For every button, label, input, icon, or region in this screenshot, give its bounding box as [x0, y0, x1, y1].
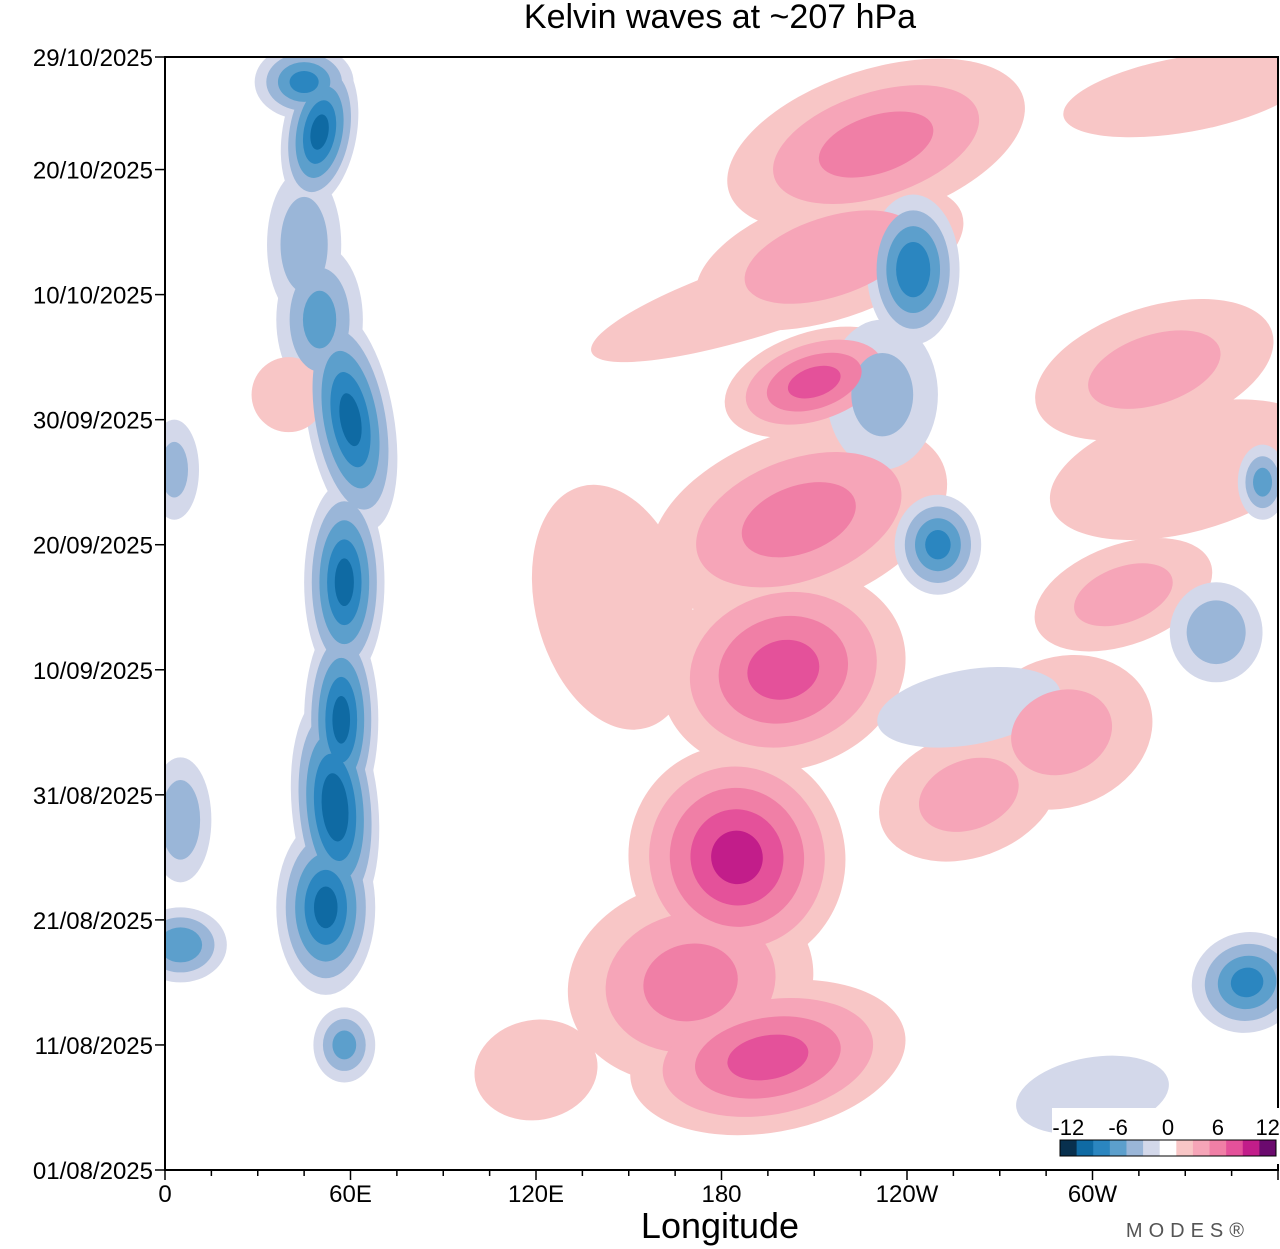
colorbar-swatch	[1242, 1140, 1260, 1156]
colorbar-tick-label: -12	[1052, 1115, 1084, 1140]
x-axis-label: Longitude	[641, 1205, 799, 1246]
y-tick-label: 20/09/2025	[33, 533, 153, 560]
contour-region	[531, 484, 695, 730]
contour-region	[165, 780, 201, 860]
colorbar-swatch	[1159, 1140, 1177, 1156]
x-tick-label: 60W	[1068, 1181, 1118, 1208]
contour-region	[165, 441, 189, 498]
colorbar-frame	[1059, 1139, 1277, 1157]
contour-region	[711, 830, 763, 885]
x-tick-label: 120W	[876, 1181, 939, 1208]
y-tick-label: 29/10/2025	[33, 45, 153, 72]
contour-region	[321, 773, 349, 842]
x-axis: 0 60E 120E 180 120W 60W	[158, 1170, 1279, 1208]
contour-region	[744, 210, 915, 304]
x-tick-label: 180	[701, 1181, 741, 1208]
colorbar-swatch	[1060, 1140, 1078, 1156]
colorbar-swatch	[1192, 1140, 1211, 1156]
colorbar-swatch	[1143, 1140, 1161, 1156]
contour-region	[1011, 689, 1113, 776]
contour-region	[747, 639, 820, 700]
contour-region	[334, 558, 354, 607]
y-tick-label: 01/08/2025	[33, 1158, 153, 1185]
y-tick-label: 21/08/2025	[33, 908, 153, 935]
contour-region	[289, 70, 319, 94]
colorbar-swatch	[1076, 1140, 1094, 1156]
contour-region	[741, 482, 856, 558]
contour-region	[332, 1030, 357, 1060]
contour-field	[165, 57, 1278, 1136]
y-tick-label: 10/09/2025	[33, 658, 153, 685]
contour-region	[310, 114, 329, 150]
contour-region	[165, 927, 203, 963]
contour-region	[1186, 600, 1246, 665]
contour-region	[1063, 57, 1278, 138]
contour-region	[896, 241, 931, 298]
contour-region	[280, 196, 328, 293]
colorbar-swatch	[1093, 1140, 1111, 1156]
colorbar-tick-label: 6	[1212, 1115, 1224, 1140]
colorbar-swatch	[1126, 1140, 1144, 1156]
x-tick-label: 120E	[508, 1181, 564, 1208]
contour-region	[339, 393, 362, 447]
contour-region	[1088, 330, 1221, 409]
y-tick-label: 20/10/2025	[33, 158, 153, 185]
x-tick-label: 60E	[329, 1181, 372, 1208]
brand-logo-text: MODES®	[1126, 1220, 1250, 1242]
contour-region	[925, 530, 951, 560]
contour-region	[1230, 967, 1264, 998]
colorbar-tick-label: -6	[1108, 1115, 1128, 1140]
contour-region	[313, 886, 338, 929]
y-tick-label: 10/10/2025	[33, 283, 153, 310]
colorbar-tick-label: 12	[1255, 1115, 1279, 1140]
y-tick-label: 31/08/2025	[33, 783, 153, 810]
contour-region	[818, 111, 934, 178]
chart-title: Kelvin waves at ~207 hPa	[524, 0, 916, 36]
contour-region	[787, 365, 841, 399]
colorbar-swatch	[1109, 1140, 1127, 1156]
colorbar-swatch	[1176, 1140, 1194, 1156]
x-tick-label: 0	[158, 1181, 171, 1208]
colorbar-swatch	[1209, 1140, 1227, 1156]
contour-region	[302, 290, 337, 349]
contour-region	[474, 1019, 598, 1121]
colorbar: -12 -6 0 6 12	[1052, 1108, 1280, 1164]
contour-region	[1253, 467, 1273, 497]
colorbar-tick-label: 0	[1162, 1115, 1174, 1140]
y-axis: 29/10/2025 20/10/2025 10/10/2025 30/09/2025…	[33, 45, 165, 1185]
colorbar-swatch	[1259, 1140, 1277, 1156]
y-tick-label: 30/09/2025	[33, 408, 153, 435]
contour-region	[1074, 563, 1173, 627]
contour-region	[727, 1034, 809, 1081]
contour-region	[918, 757, 1019, 832]
contour-region	[851, 352, 914, 437]
y-tick-label: 11/08/2025	[35, 1033, 153, 1060]
contour-region	[332, 695, 351, 744]
contour-region	[251, 357, 326, 433]
colorbar-swatch	[1226, 1140, 1244, 1156]
contour-region	[643, 943, 738, 1022]
